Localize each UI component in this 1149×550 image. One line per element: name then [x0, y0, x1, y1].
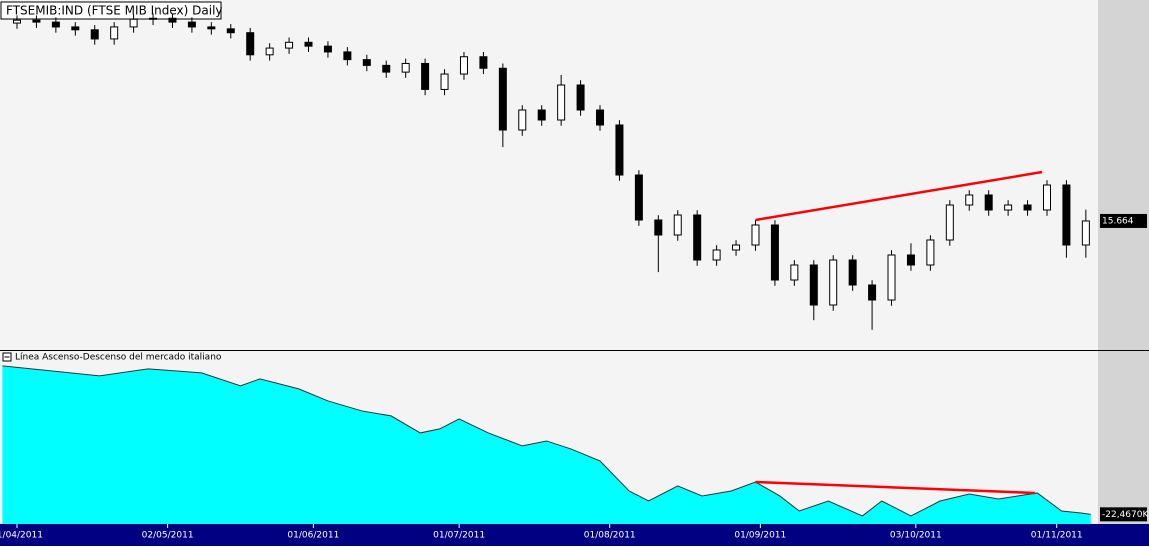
- candle-body: [673, 214, 682, 236]
- candle-body: [1004, 204, 1013, 211]
- candle-body: [421, 62, 430, 90]
- candle-body: [770, 224, 779, 281]
- candle-body: [90, 29, 99, 40]
- trend-line: [755, 480, 1035, 495]
- x-tick-label: 02/05/2011: [142, 531, 194, 541]
- candle-body: [32, 19, 41, 23]
- candle-body: [1081, 220, 1090, 246]
- candle-body: [323, 45, 332, 53]
- x-tick-label: 01/07/2011: [433, 531, 485, 541]
- last-value-label: -22,4670K: [1102, 510, 1149, 520]
- candle-body: [790, 264, 799, 281]
- last-value-box: [1100, 507, 1147, 522]
- candle-body: [751, 224, 760, 246]
- candle-body: [712, 249, 721, 261]
- candle-body: [887, 254, 896, 301]
- candle-body: [459, 56, 468, 75]
- trend-line: [755, 170, 1043, 222]
- candle-body: [906, 254, 915, 266]
- candle-body: [207, 26, 216, 30]
- candle-body: [440, 73, 449, 90]
- candle-body: [848, 259, 857, 286]
- x-tick-label: 03/10/2011: [890, 531, 942, 541]
- candle-body: [518, 109, 527, 131]
- main-panel: [0, 0, 1098, 350]
- candle-body: [576, 84, 585, 111]
- candle-body: [615, 124, 624, 176]
- candle-body: [965, 194, 974, 206]
- candle-body: [226, 28, 235, 34]
- candle-body: [382, 64, 391, 73]
- last-value-box: [1100, 213, 1147, 228]
- x-tick-label: 01/11/2011: [1031, 531, 1083, 541]
- price-scale: [1098, 0, 1149, 524]
- candle-body: [285, 41, 294, 49]
- candle-body: [732, 244, 741, 251]
- candle-body: [362, 59, 371, 66]
- title-box: [0, 1, 222, 20]
- candle-body: [304, 41, 313, 47]
- candle-body: [149, 17, 158, 20]
- candle-body: [13, 19, 22, 24]
- candle-body: [537, 109, 546, 121]
- candle-body: [479, 56, 488, 69]
- candle-body: [168, 17, 177, 23]
- candle-body: [654, 219, 663, 236]
- candle-body: [557, 84, 566, 121]
- candle-body: [401, 62, 410, 73]
- candle-body: [945, 204, 954, 241]
- candle-body: [1062, 184, 1071, 246]
- candle-body: [926, 239, 935, 266]
- candle-body: [71, 26, 80, 31]
- chart-title: FTSEMIB:IND (FTSE MIB Index) Daily: [6, 4, 223, 18]
- candle-body: [265, 47, 274, 56]
- candle-body: [1042, 184, 1051, 211]
- candle-body: [498, 67, 507, 131]
- candle-body: [693, 214, 702, 261]
- indicator-title: Línea Ascenso-Descenso del mercado itali…: [15, 353, 222, 363]
- candle-body: [110, 26, 119, 40]
- candle-body: [634, 174, 643, 221]
- candle-body: [246, 32, 255, 56]
- candle-body: [343, 51, 352, 61]
- candle-body: [596, 109, 605, 126]
- area-outline: [2, 365, 1091, 517]
- candle-body: [868, 284, 877, 301]
- candle-body: [187, 21, 196, 28]
- candle-body: [51, 21, 60, 28]
- candle-body: [829, 259, 838, 306]
- x-tick-label: 01/06/2011: [287, 531, 339, 541]
- candle-body: [129, 18, 138, 28]
- candle-body: [984, 194, 993, 211]
- date-axis: [0, 524, 1149, 546]
- x-tick-label: 01/04/2011: [0, 531, 43, 541]
- candle-body: [809, 264, 818, 306]
- last-value-label: 15.664: [1102, 216, 1134, 226]
- x-tick-label: 01/08/2011: [584, 531, 636, 541]
- area: [2, 365, 1091, 524]
- candle-body: [1023, 204, 1032, 211]
- x-tick-label: 01/09/2011: [734, 531, 786, 541]
